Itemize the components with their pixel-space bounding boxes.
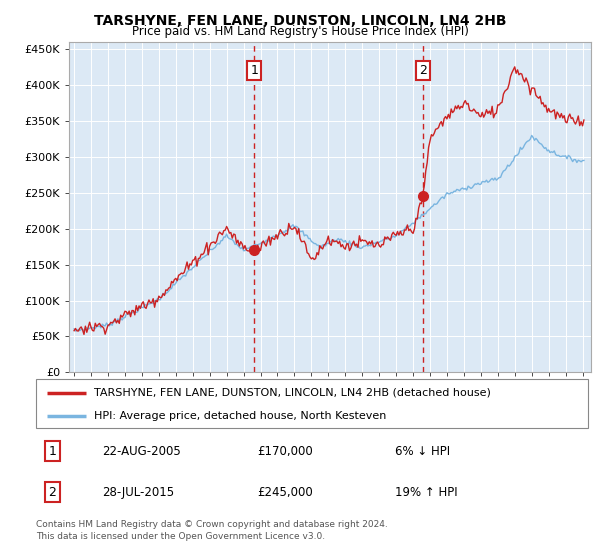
Text: 6% ↓ HPI: 6% ↓ HPI xyxy=(395,445,450,458)
Text: Contains HM Land Registry data © Crown copyright and database right 2024.
This d: Contains HM Land Registry data © Crown c… xyxy=(36,520,388,541)
Text: 1: 1 xyxy=(250,64,259,77)
Text: 1: 1 xyxy=(49,445,56,458)
Text: Price paid vs. HM Land Registry's House Price Index (HPI): Price paid vs. HM Land Registry's House … xyxy=(131,25,469,38)
Text: £170,000: £170,000 xyxy=(257,445,313,458)
Text: 28-JUL-2015: 28-JUL-2015 xyxy=(102,486,175,498)
Text: 2: 2 xyxy=(49,486,56,498)
Text: TARSHYNE, FEN LANE, DUNSTON, LINCOLN, LN4 2HB: TARSHYNE, FEN LANE, DUNSTON, LINCOLN, LN… xyxy=(94,14,506,28)
Text: 19% ↑ HPI: 19% ↑ HPI xyxy=(395,486,457,498)
Text: £245,000: £245,000 xyxy=(257,486,313,498)
Text: HPI: Average price, detached house, North Kesteven: HPI: Average price, detached house, Nort… xyxy=(94,411,386,421)
Text: TARSHYNE, FEN LANE, DUNSTON, LINCOLN, LN4 2HB (detached house): TARSHYNE, FEN LANE, DUNSTON, LINCOLN, LN… xyxy=(94,388,491,398)
FancyBboxPatch shape xyxy=(36,379,588,428)
Text: 22-AUG-2005: 22-AUG-2005 xyxy=(102,445,181,458)
Text: 2: 2 xyxy=(419,64,427,77)
